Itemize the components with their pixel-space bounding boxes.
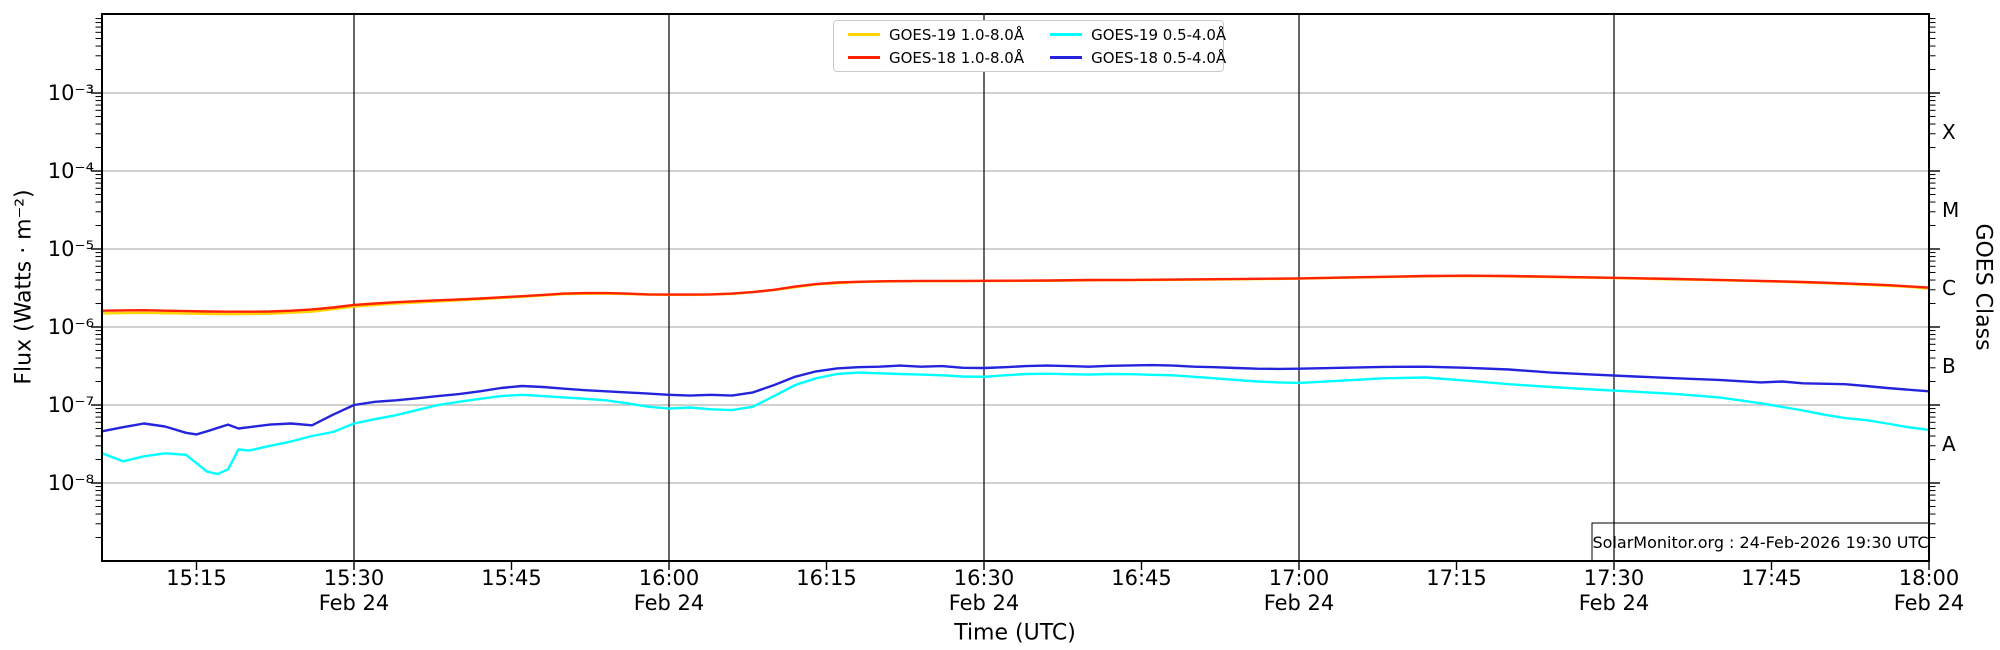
x-date-label: Feb 24 [319, 591, 390, 615]
x-tick-label: 15:15 [166, 566, 227, 590]
x-date-label: Feb 24 [1264, 591, 1335, 615]
x-date-label: Feb 24 [1894, 591, 1965, 615]
x-tick-label: 17:15 [1426, 566, 1487, 590]
goes-class-letter: M [1942, 198, 1959, 222]
right-axis-label: GOES Class [1970, 223, 1996, 351]
x-tick-label: 18:00 [1899, 566, 1960, 590]
series-goes-18-0-5-4-0 [100, 363, 1931, 436]
y-tick-label: 10⁻⁸ [48, 471, 94, 495]
goes-class-letter: X [1942, 120, 1956, 144]
credit-box [1591, 522, 1930, 562]
legend-item-goes-18-0-5-4-0: GOES-18 0.5-4.0Å [1050, 49, 1226, 67]
y-tick-label: 10⁻⁴ [48, 159, 94, 183]
goes-class-letter: B [1942, 354, 1956, 378]
x-tick-label: 15:30 [324, 566, 385, 590]
x-date-label: Feb 24 [949, 591, 1020, 615]
x-tick-label: 17:00 [1269, 566, 1330, 590]
solarmonitor-credit: SolarMonitor.org : 24-Feb-2026 19:30 UTC [1592, 532, 1929, 552]
x-date-label: Feb 24 [1579, 591, 1650, 615]
legend-line-swatch [1050, 33, 1083, 36]
legend-item-goes-19-1-0-8-0: GOES-19 1.0-8.0Å [848, 26, 1024, 44]
legend-line-swatch [848, 56, 880, 59]
legend-line-swatch [848, 33, 880, 36]
plot-border [101, 13, 1930, 562]
x-tick-label: 17:45 [1741, 566, 1802, 590]
y-tick-label: 10⁻⁷ [48, 393, 94, 417]
x-tick-label: 16:00 [639, 566, 700, 590]
series-goes-19-1-0-8-0 [100, 275, 1931, 316]
x-tick-label: 16:30 [954, 566, 1015, 590]
x-tick-label: 17:30 [1584, 566, 1645, 590]
x-tick-label: 16:15 [796, 566, 857, 590]
legend-item-goes-19-0-5-4-0: GOES-19 0.5-4.0Å [1050, 26, 1226, 44]
legend-label: GOES-18 1.0-8.0Å [889, 48, 1025, 67]
x-tick-label: 15:45 [481, 566, 542, 590]
legend-label: GOES-18 0.5-4.0Å [1091, 48, 1227, 67]
goes-class-letter: A [1942, 432, 1956, 456]
legend-item-goes-18-1-0-8-0: GOES-18 1.0-8.0Å [848, 49, 1024, 67]
series-goes-19-0-5-4-0 [100, 371, 1931, 476]
x-tick-label: 16:45 [1111, 566, 1172, 590]
legend-label: GOES-19 0.5-4.0Å [1091, 25, 1227, 44]
y-tick-label: 10⁻⁵ [48, 237, 94, 261]
legend-line-swatch [1050, 56, 1083, 59]
legend-label: GOES-19 1.0-8.0Å [889, 25, 1025, 44]
series-goes-18-1-0-8-0 [100, 274, 1931, 313]
legend: GOES-19 1.0-8.0Å GOES-19 0.5-4.0Å GOES-18 … [833, 20, 1226, 72]
x-axis-label: Time (UTC) [954, 620, 1076, 646]
y-axis-label: Flux (Watts · m⁻²) [11, 189, 37, 385]
y-tick-label: 10⁻³ [48, 81, 94, 105]
goes-class-letter: C [1942, 276, 1956, 300]
x-date-label: Feb 24 [634, 591, 705, 615]
y-tick-label: 10⁻⁶ [48, 315, 94, 339]
